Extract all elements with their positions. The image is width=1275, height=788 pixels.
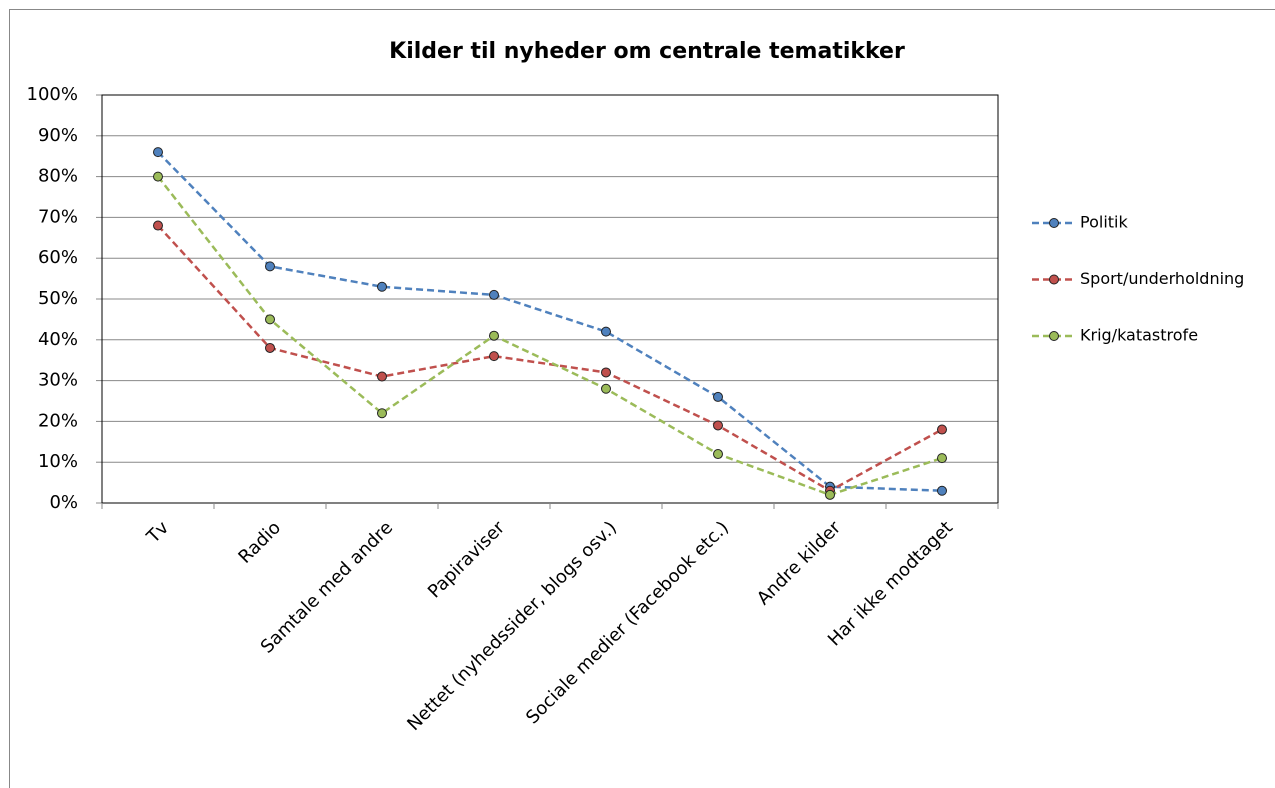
data-point — [601, 367, 611, 378]
chart-title: Kilder til nyheder om centrale tematikke… — [389, 39, 905, 64]
data-point — [489, 330, 499, 341]
data-point — [153, 147, 163, 158]
series-line — [157, 224, 943, 493]
data-point — [937, 485, 947, 496]
y-tick-label: 50% — [38, 288, 78, 309]
data-point — [937, 453, 947, 464]
data-point — [153, 171, 163, 182]
data-point — [937, 424, 947, 435]
series-line — [157, 175, 943, 497]
legend-label: Politik — [1080, 213, 1128, 232]
legend-label: Sport/underholdning — [1080, 269, 1244, 288]
chart-frame — [9, 9, 1275, 788]
data-point — [265, 342, 275, 353]
y-tick-label: 90% — [38, 125, 78, 146]
legend-label: Krig/katastrofe — [1080, 326, 1198, 345]
data-point — [713, 420, 723, 431]
data-point — [601, 326, 611, 337]
y-tick-label: 60% — [38, 247, 78, 268]
y-tick-label: 80% — [38, 166, 78, 187]
y-tick-label: 30% — [38, 370, 78, 391]
data-point — [153, 220, 163, 231]
data-point — [601, 383, 611, 394]
data-point — [265, 261, 275, 272]
data-point — [713, 449, 723, 460]
data-point — [489, 289, 499, 300]
data-point — [377, 281, 387, 292]
legend-marker — [1049, 218, 1059, 228]
y-tick-label: 70% — [38, 206, 78, 227]
data-point — [377, 408, 387, 419]
data-point — [489, 351, 499, 362]
y-tick-label: 20% — [38, 410, 78, 431]
y-tick-label: 10% — [38, 451, 78, 472]
data-point — [713, 391, 723, 402]
y-tick-label: 0% — [49, 492, 78, 513]
series-line — [157, 151, 943, 493]
data-point — [265, 314, 275, 325]
y-tick-label: 100% — [27, 84, 78, 105]
legend-marker — [1049, 331, 1059, 341]
data-point — [377, 371, 387, 382]
y-tick-label: 40% — [38, 329, 78, 350]
data-point — [825, 489, 835, 500]
legend-marker — [1049, 274, 1059, 285]
